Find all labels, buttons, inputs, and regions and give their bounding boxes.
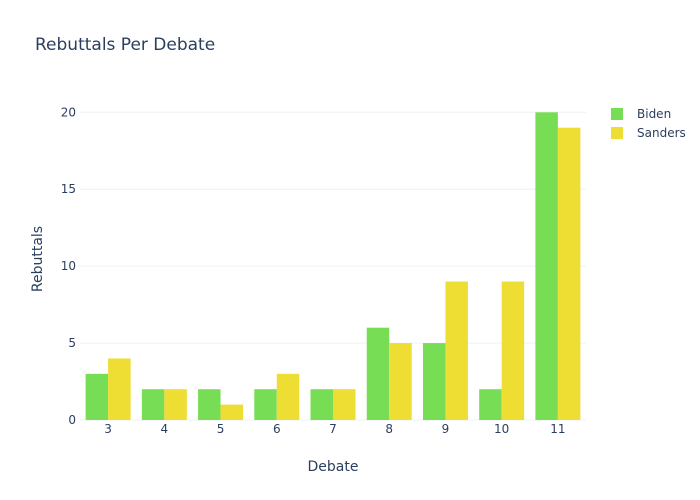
x-tick-label: 7 xyxy=(329,422,337,436)
y-tick-label: 20 xyxy=(61,105,76,119)
legend-label: Sanders xyxy=(637,126,686,140)
bar-biden-5[interactable] xyxy=(198,389,221,420)
bar-biden-7[interactable] xyxy=(310,389,333,420)
bar-biden-4[interactable] xyxy=(141,389,165,420)
bar-biden-6[interactable] xyxy=(254,389,277,420)
y-tick-label: 0 xyxy=(68,413,76,427)
bar-biden-10[interactable] xyxy=(479,389,502,420)
x-tick-label: 6 xyxy=(273,422,281,436)
x-tick-label: 9 xyxy=(442,422,450,436)
bar-sanders-7[interactable] xyxy=(333,389,356,420)
bar-biden-11[interactable] xyxy=(535,112,558,421)
bar-sanders-9[interactable] xyxy=(445,281,468,420)
bar-biden-9[interactable] xyxy=(422,343,446,420)
legend[interactable]: Biden Sanders xyxy=(611,107,686,140)
bar-sanders-6[interactable] xyxy=(276,373,300,420)
bar-sanders-8[interactable] xyxy=(389,343,412,420)
y-axis-title: Rebuttals xyxy=(30,226,46,292)
x-tick-label: 8 xyxy=(385,422,393,436)
bar-sanders-10[interactable] xyxy=(501,281,525,420)
bar-sanders-3[interactable] xyxy=(108,358,131,420)
bars xyxy=(85,112,581,421)
legend-item-sanders[interactable]: Sanders xyxy=(611,126,686,140)
y-tick-label: 15 xyxy=(61,182,76,196)
x-axis-title: Debate xyxy=(308,459,359,475)
x-tick-label: 3 xyxy=(104,422,112,436)
y-tick-label: 5 xyxy=(68,336,76,350)
bar-sanders-4[interactable] xyxy=(164,389,187,420)
bar-biden-3[interactable] xyxy=(85,373,109,420)
x-tick-label: 4 xyxy=(161,422,169,436)
y-tick-label: 10 xyxy=(61,259,76,273)
y-axis-ticks: 0 5 10 15 20 xyxy=(61,105,76,427)
bar-biden-8[interactable] xyxy=(366,327,390,420)
x-tick-label: 10 xyxy=(494,422,509,436)
legend-label: Biden xyxy=(637,107,671,121)
x-axis-ticks: 3 4 5 6 7 8 9 10 11 xyxy=(104,422,565,436)
bar-sanders-5[interactable] xyxy=(220,404,244,420)
bar-sanders-11[interactable] xyxy=(557,127,581,420)
legend-swatch xyxy=(611,127,623,139)
x-tick-label: 5 xyxy=(217,422,225,436)
legend-swatch xyxy=(611,108,623,120)
chart-title: Rebuttals Per Debate xyxy=(35,35,215,55)
legend-item-biden[interactable]: Biden xyxy=(611,107,671,121)
x-tick-label: 11 xyxy=(550,422,565,436)
